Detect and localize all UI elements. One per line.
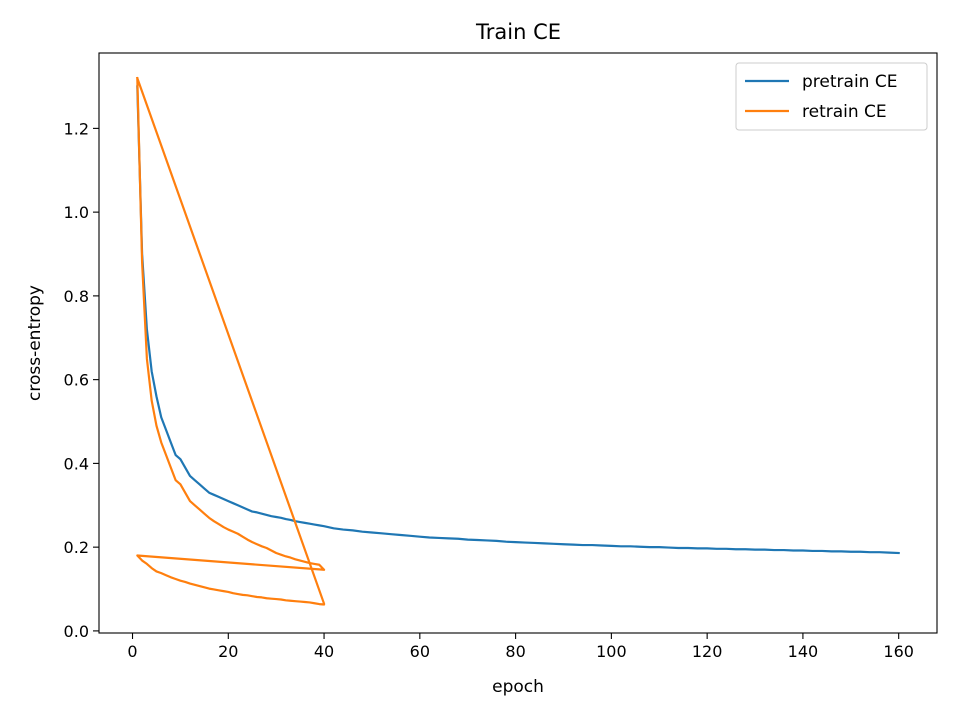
x-tick-label: 100 — [596, 642, 627, 661]
x-axis: 0 20 40 60 80 100 120 140 160 — [127, 633, 914, 661]
x-tick-label: 80 — [505, 642, 525, 661]
series-line-pretrain — [136, 85, 900, 555]
y-tick-label: 0.0 — [64, 622, 89, 641]
chart-title: Train CE — [475, 20, 561, 44]
y-tick-label: 1.0 — [64, 203, 89, 222]
y-axis-label: cross-entropy — [25, 285, 45, 401]
plot-area — [99, 53, 937, 633]
y-axis: 0.0 0.2 0.4 0.6 0.8 1.0 1.2 — [64, 119, 99, 641]
y-tick-label: 0.2 — [64, 538, 89, 557]
x-tick-label: 60 — [410, 642, 430, 661]
plot-frame — [98, 52, 938, 634]
x-tick-label: 140 — [788, 642, 819, 661]
x-axis-label: epoch — [492, 677, 544, 697]
x-tick-label: 0 — [127, 642, 137, 661]
legend-box — [735, 62, 928, 131]
series-lines — [135, 76, 900, 606]
y-tick-label: 0.8 — [64, 287, 89, 306]
y-tick-label: 1.2 — [64, 119, 89, 138]
series-line-retrain — [135, 76, 326, 606]
x-tick-label: 20 — [218, 642, 238, 661]
legend-label-pretrain: pretrain CE — [802, 72, 897, 92]
x-tick-label: 160 — [883, 642, 914, 661]
x-tick-label: 40 — [314, 642, 334, 661]
y-tick-label: 0.6 — [64, 371, 89, 390]
y-tick-label: 0.4 — [64, 454, 89, 473]
legend-label-retrain: retrain CE — [802, 102, 887, 122]
x-tick-label: 120 — [692, 642, 723, 661]
legend: pretrain CE retrain CE — [735, 62, 928, 131]
